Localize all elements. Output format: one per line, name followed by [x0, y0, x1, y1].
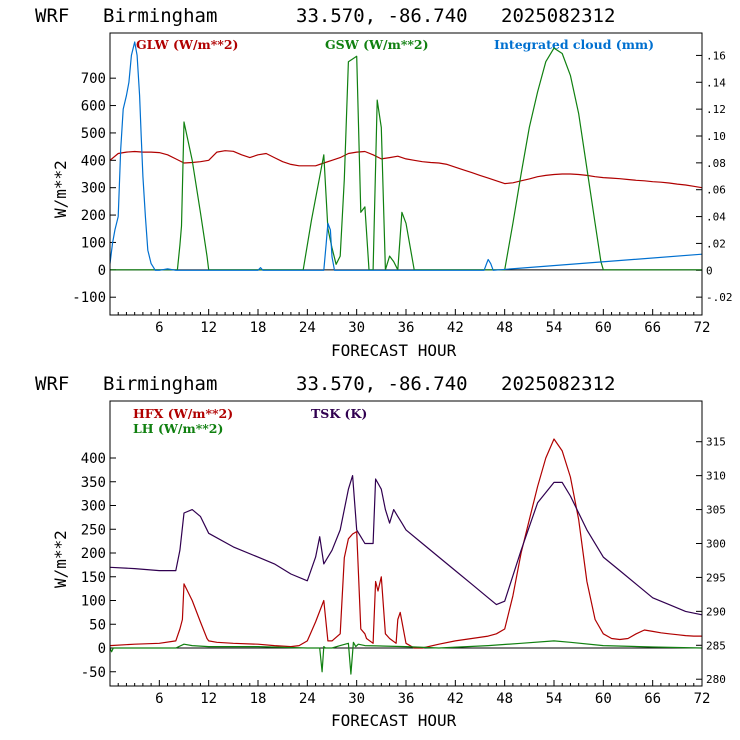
panel2-ytick-label: 100 [81, 594, 106, 610]
panel1-y2tick-label: .08 [706, 157, 726, 170]
panel1-ticks: 6 12 18 24 30 36 42 48 54 60 66 72 -100 0 100 200 300 400… [72, 49, 732, 336]
panel2-y2tick-label: 315 [706, 436, 726, 449]
panel2-ytick-label: 150 [81, 570, 106, 586]
panel2-ytick-label: 50 [89, 617, 106, 633]
panel1-xtick-label: 30 [348, 320, 365, 336]
panel2-ytick-label: 400 [81, 451, 106, 467]
panel1-ytick-label: 500 [81, 126, 106, 142]
panel2-xtick-label: 54 [546, 691, 563, 707]
panel1-xtick-label: 42 [447, 320, 464, 336]
panel1-ytick-label: 700 [81, 71, 106, 87]
panel2-ytick-label: 250 [81, 522, 106, 538]
panel1-model: WRF [35, 5, 69, 27]
panel2-model: WRF [35, 373, 69, 395]
panel2-coords: 33.570, -86.740 [296, 373, 468, 395]
panel1-y2tick-label: .14 [706, 76, 726, 89]
panel2-y2tick-label: 280 [706, 673, 726, 686]
panel2-xtick-label: 12 [200, 691, 217, 707]
surface-flux-panel: WRF Birmingham 33.570, -86.740 202508231… [35, 373, 726, 730]
panel2-xtick-label: 36 [398, 691, 415, 707]
panel2-ytick-label: 350 [81, 475, 106, 491]
panel2-run: 2025082312 [501, 373, 615, 395]
panel1-ytick-label: 200 [81, 208, 106, 224]
panel1-xtick-label: 12 [200, 320, 217, 336]
panel2-series-tsk [109, 475, 703, 616]
panel1-ytick-label: 0 [98, 263, 106, 279]
legend-hfx: HFX (W/m**2) [133, 406, 233, 421]
panel1-xtick-label: 66 [644, 320, 661, 336]
panel2-ytick-label: -50 [81, 665, 106, 681]
panel1-xtick-label: 36 [398, 320, 415, 336]
panel1-y2tick-label: .12 [706, 103, 726, 116]
panel2-xtick-label: 24 [299, 691, 316, 707]
legend-lh: LH (W/m**2) [133, 421, 223, 436]
panel2-city: Birmingham [103, 373, 217, 395]
panel2-y2tick-label: 295 [706, 571, 726, 584]
panel2-xtick-label: 6 [155, 691, 163, 707]
panel2-y2tick-label: 300 [706, 538, 726, 551]
panel2-plot-frame [109, 400, 703, 687]
panel2-xtick-label: 60 [595, 691, 612, 707]
panel1-series-integrated [109, 41, 703, 271]
panel1-y2tick-label: .02 [706, 237, 726, 250]
panel1-coords: 33.570, -86.740 [296, 5, 468, 27]
panel1-ylabel: W/m**2 [51, 160, 70, 218]
panel1-y2tick-label: .10 [706, 130, 726, 143]
panel2-ylabel: W/m**2 [51, 530, 70, 588]
panel2-ytick-label: 300 [81, 499, 106, 515]
panel1-ytick-label: 100 [81, 235, 106, 251]
panel2-ytick-label: 200 [81, 546, 106, 562]
panel1-run: 2025082312 [501, 5, 615, 27]
panel2-xtick-label: 66 [644, 691, 661, 707]
panel1-xtick-label: 72 [694, 320, 711, 336]
panel2-y2tick-label: 305 [706, 504, 726, 517]
panel2-series-lh [109, 640, 703, 675]
legend-gsw: GSW (W/m**2) [325, 37, 429, 52]
panel2-series [109, 438, 703, 675]
panel1-xtick-label: 18 [250, 320, 267, 336]
panel1-y2tick-label: .06 [706, 184, 726, 197]
legend-glw: GLW (W/m**2) [136, 37, 238, 52]
legend-tsk: TSK (K) [311, 406, 367, 421]
panel2-xlabel: FORECAST HOUR [331, 711, 457, 730]
panel1-series-glw [109, 150, 703, 189]
panel1-ytick-label: 600 [81, 99, 106, 115]
panel2-y2tick-label: 285 [706, 639, 726, 652]
panel1-xlabel: FORECAST HOUR [331, 341, 457, 360]
panel2-xtick-label: 18 [250, 691, 267, 707]
panel1-ytick-label: -100 [72, 290, 106, 306]
panel1-y2tick-label: .04 [706, 211, 726, 224]
panel1-xtick-label: 6 [155, 320, 163, 336]
panel2-xtick-label: 30 [348, 691, 365, 707]
radiation-panel: WRF Birmingham 33.570, -86.740 202508231… [35, 5, 733, 360]
panel2-xtick-label: 48 [496, 691, 513, 707]
panel1-xtick-label: 24 [299, 320, 316, 336]
panel2-ytick-label: 0 [98, 641, 106, 657]
panel2-series-hfx [109, 438, 702, 649]
panel1-series [109, 41, 703, 271]
panel2-y2tick-label: 310 [706, 470, 726, 483]
panel2-xtick-label: 42 [447, 691, 464, 707]
panel2-ticks: 6 12 18 24 30 36 42 48 54 60 66 72 -50 0 50 100 150 200 25… [81, 436, 726, 707]
legend-cloud: Integrated cloud (mm) [494, 37, 654, 52]
panel1-city: Birmingham [103, 5, 217, 27]
panel1-y2tick-label: .16 [706, 49, 726, 62]
panel1-xtick-label: 48 [496, 320, 513, 336]
panel1-y2tick-label: -.02 [706, 291, 733, 304]
panel1-ytick-label: 300 [81, 181, 106, 197]
panel1-xtick-label: 60 [595, 320, 612, 336]
panel1-plot-frame [109, 32, 703, 316]
panel1-y2tick-label: 0 [706, 264, 713, 277]
panel1-ytick-label: 400 [81, 153, 106, 169]
panel2-xtick-label: 72 [694, 691, 711, 707]
panel1-xtick-label: 54 [546, 320, 563, 336]
panel2-y2tick-label: 290 [706, 605, 726, 618]
